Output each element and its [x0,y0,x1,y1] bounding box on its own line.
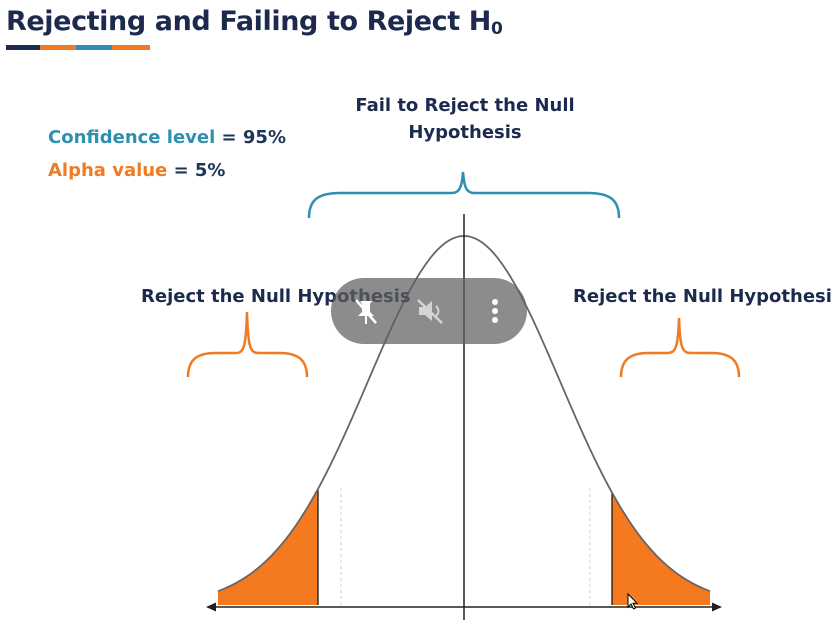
title-underline-teal [76,45,112,50]
pin-off-button[interactable] [346,291,386,331]
left-rejection-region [218,488,318,605]
title-underline-orange [40,45,76,50]
title-underline-orange-2 [112,45,150,50]
mute-button[interactable] [410,291,450,331]
alpha-value-text: Alpha value = 5% [48,160,225,181]
fail-to-reject-line-2: Hypothesis [408,122,522,143]
axis-left-arrow [206,602,216,612]
alpha-value: = 5% [167,160,226,181]
axis-right-arrow [712,602,722,612]
reject-right-label: Reject the Null Hypothesis [573,286,831,307]
left-reject-brace [186,311,309,378]
pin-off-icon [355,299,377,324]
title-subscript: 0 [490,19,503,39]
mute-icon [417,299,443,324]
alpha-label: Alpha value [48,160,168,181]
confidence-value: = 95% [215,127,286,148]
fail-to-reject-line-1: Fail to Reject the Null [355,95,575,116]
title-underline-navy [6,45,40,50]
confidence-level-text: Confidence level = 95% [48,127,286,148]
fail-to-reject-brace [307,171,621,219]
right-rejection-region [612,492,710,605]
title-text: Rejecting and Failing to Reject H [6,6,491,37]
confidence-label: Confidence level [48,127,216,148]
mouse-cursor-icon [627,592,639,610]
right-reject-brace [619,317,741,378]
fail-to-reject-label: Fail to Reject the Null Hypothesis [330,92,600,146]
page-title: Rejecting and Failing to Reject H0 [6,6,503,39]
more-options-button[interactable] [475,291,515,331]
more-vertical-icon [492,299,498,323]
video-overlay-controls [331,278,527,344]
